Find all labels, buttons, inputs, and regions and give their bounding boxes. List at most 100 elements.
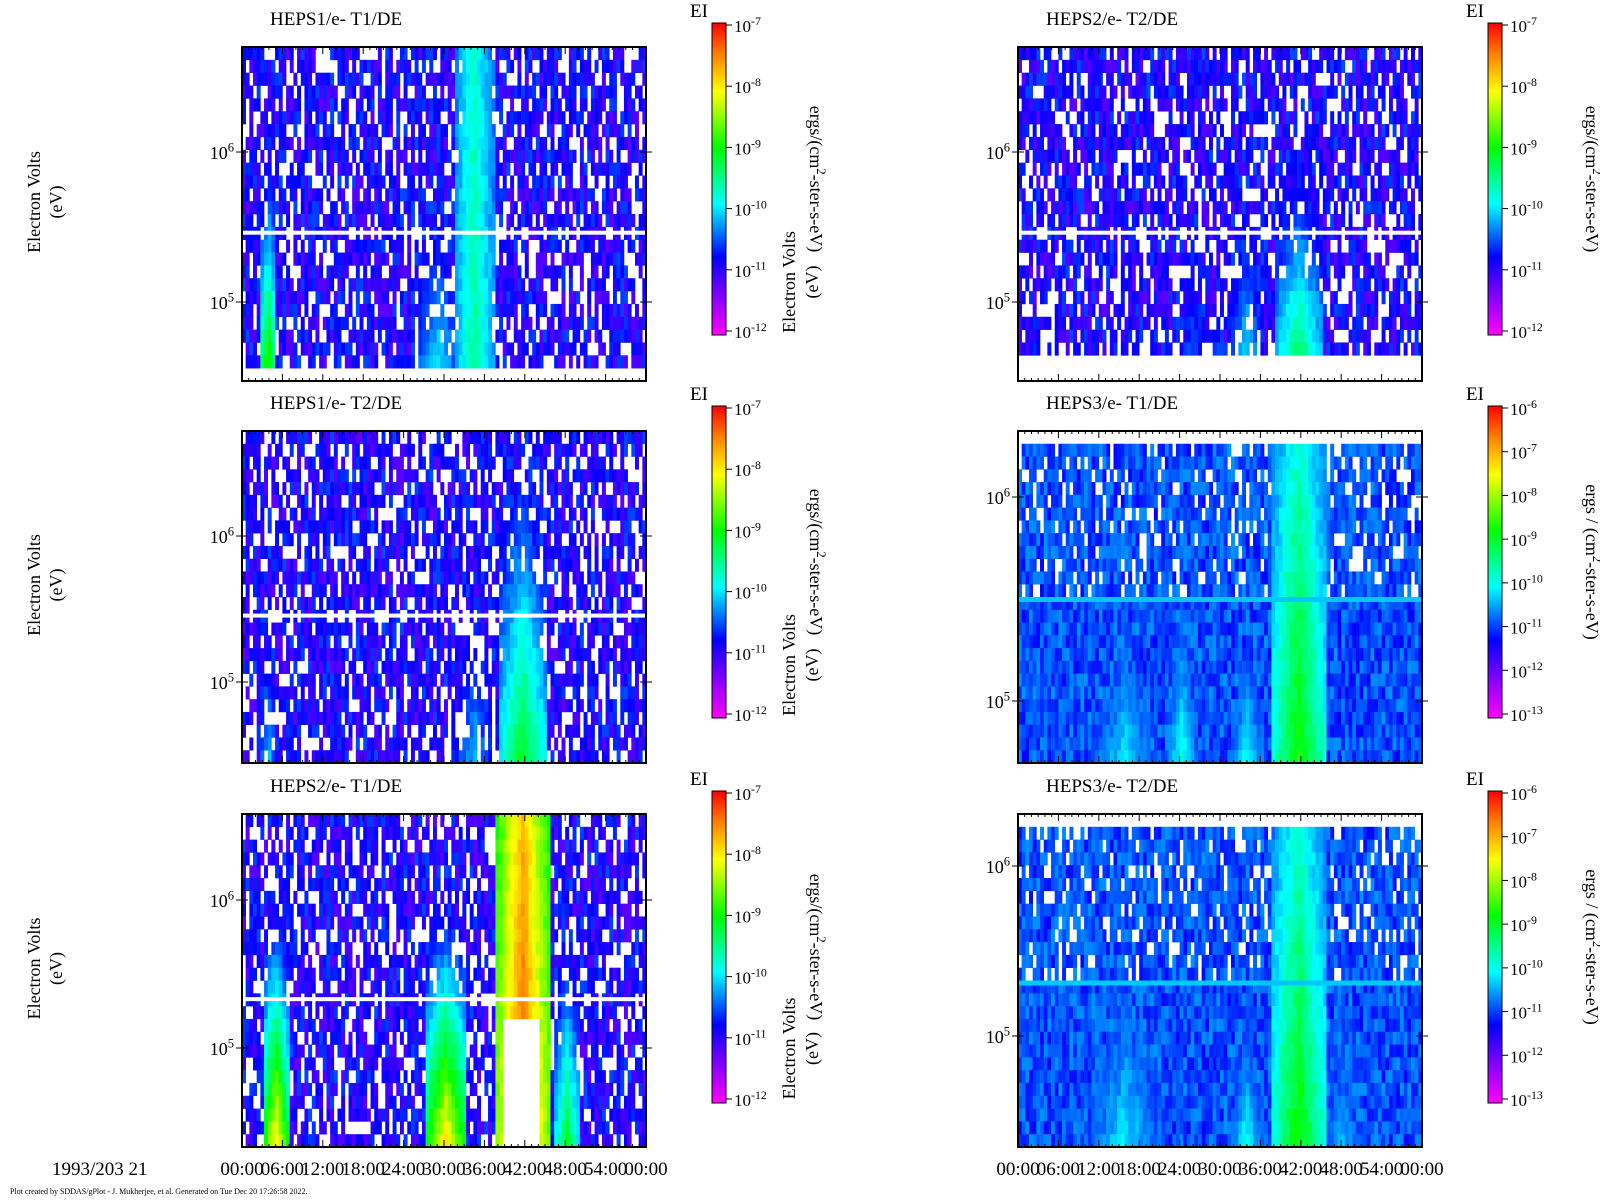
heatmap-cell	[480, 469, 485, 483]
heatmap-cell	[506, 737, 511, 751]
heatmap-cell	[539, 724, 544, 738]
heatmap-cell	[253, 239, 257, 253]
heatmap-cell	[594, 303, 599, 318]
heatmap-cell	[598, 291, 603, 305]
heatmap-cell	[634, 316, 639, 330]
heatmap-cell	[396, 737, 401, 751]
heatmap-cell	[421, 750, 426, 764]
heatmap-cell	[539, 278, 544, 292]
heatmap-cell	[326, 507, 331, 521]
heatmap-cell	[396, 72, 401, 86]
heatmap-cell	[326, 149, 331, 163]
heatmap-cell	[352, 494, 357, 508]
heatmap-cell	[488, 469, 493, 483]
heatmap-cell	[634, 149, 639, 163]
heatmap-cell	[396, 149, 401, 163]
heatmap-cell	[414, 648, 419, 662]
heatmap-cell	[289, 59, 294, 73]
heatmap-cell	[410, 111, 415, 125]
heatmap-cell	[623, 162, 628, 176]
heatmap-cell	[528, 711, 533, 725]
heatmap-cell	[388, 72, 393, 86]
heatmap-cell	[392, 252, 397, 266]
heatmap-cell	[444, 72, 448, 86]
heatmap-cell	[275, 1095, 280, 1109]
heatmap-cell	[631, 699, 636, 713]
heatmap-cell	[289, 1044, 294, 1058]
heatmap-cell	[543, 136, 548, 151]
heatmap-cell	[278, 865, 283, 879]
heatmap-cell	[576, 124, 581, 138]
heatmap-cell	[260, 355, 265, 369]
heatmap-cell	[440, 571, 445, 585]
heatmap-cell	[370, 482, 375, 496]
heatmap-cell	[278, 737, 283, 751]
heatmap-cell	[627, 316, 632, 330]
heatmap-cell	[473, 355, 478, 369]
heatmap-cell	[521, 711, 526, 725]
heatmap-cell	[594, 533, 599, 547]
heatmap-cell	[605, 124, 610, 138]
heatmap-cell	[565, 239, 570, 253]
heatmap-cell	[528, 316, 533, 330]
heatmap-cell	[502, 699, 507, 713]
heatmap-cell	[469, 355, 474, 369]
heatmap-cell	[242, 852, 246, 866]
heatmap-cell	[399, 724, 404, 738]
heatmap-cell	[568, 533, 573, 547]
heatmap-cell	[480, 85, 485, 99]
heatmap-cell	[333, 136, 338, 151]
heatmap-cell	[264, 98, 269, 112]
heatmap-cell	[616, 724, 621, 738]
heatmap-cell	[510, 469, 515, 483]
heatmap-cell	[539, 494, 544, 508]
heatmap-cell	[388, 482, 393, 496]
heatmap-cell	[510, 456, 515, 470]
heatmap-cell	[330, 903, 335, 917]
heatmap-cell	[286, 699, 291, 713]
heatmap-cell	[432, 136, 437, 151]
heatmap-cell	[642, 469, 647, 483]
heatmap-cell	[587, 724, 592, 738]
heatmap-cell	[557, 98, 562, 112]
heatmap-cell	[429, 47, 434, 61]
heatmap-cell	[348, 597, 353, 611]
heatmap-cell	[499, 584, 504, 598]
heatmap-cell	[344, 482, 349, 496]
heatmap-cell	[359, 699, 364, 713]
heatmap-cell	[488, 175, 493, 189]
heatmap-cell	[374, 622, 379, 636]
heatmap-cell	[521, 660, 526, 674]
heatmap-cell	[594, 355, 599, 369]
heatmap-cell	[642, 699, 647, 713]
heatmap-cell	[385, 443, 390, 457]
heatmap-cell	[245, 162, 250, 176]
heatmap-cell	[366, 711, 371, 725]
heatmap-cell	[366, 431, 371, 445]
heatmap-cell	[642, 520, 647, 534]
heatmap-cell	[513, 443, 518, 457]
heatmap-cell	[399, 597, 404, 611]
heatmap-cell	[550, 188, 555, 202]
heatmap-cell	[539, 162, 544, 176]
heatmap-cell	[341, 482, 346, 496]
heatmap-cell	[275, 303, 280, 318]
heatmap-cell	[330, 890, 335, 904]
heatmap-cell	[561, 252, 566, 266]
heatmap-cell	[311, 59, 316, 73]
heatmap-cell	[278, 149, 283, 163]
heatmap-cell	[421, 291, 426, 305]
heatmap-cell	[634, 59, 639, 73]
heatmap-cell	[565, 545, 570, 559]
heatmap-cell	[594, 278, 599, 292]
heatmap-cell	[271, 980, 276, 994]
heatmap-cell	[616, 214, 621, 228]
heatmap-cell	[546, 239, 551, 253]
heatmap-cell	[410, 635, 415, 649]
heatmap-cell	[524, 431, 529, 445]
heatmap-cell	[275, 1057, 280, 1071]
heatmap-cell	[499, 443, 504, 457]
heatmap-cell	[264, 482, 269, 496]
heatmap-cell	[370, 136, 375, 151]
heatmap-cell	[308, 967, 313, 981]
